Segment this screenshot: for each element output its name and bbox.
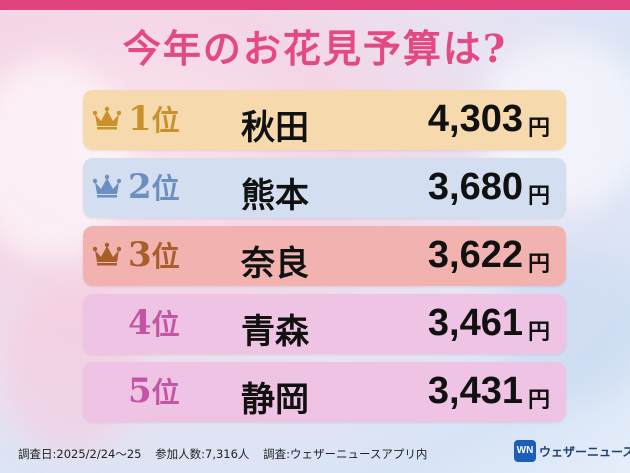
page-title: 今年のお花見予算は? xyxy=(122,26,508,71)
prefecture-name: 熊本 xyxy=(241,176,309,216)
rank-number: 5 xyxy=(128,371,152,411)
prefecture-name: 奈良 xyxy=(241,244,309,284)
crown-icon xyxy=(93,106,121,130)
ranking-row: 3位 奈良 3,622 円 xyxy=(83,226,566,286)
ranking-row: 4位 青森 3,461 円 xyxy=(83,294,566,354)
ranking-row: 2位 熊本 3,680 円 xyxy=(83,158,566,218)
rank-suffix: 位 xyxy=(151,308,180,341)
budget-amount: 3,431 xyxy=(427,370,523,412)
rank-number: 2 xyxy=(128,167,152,207)
ranking-row: 1位 秋田 4,303 円 xyxy=(83,90,566,150)
budget-amount: 4,303 xyxy=(427,98,523,140)
budget-amount: 3,461 xyxy=(427,302,523,344)
ranking-row: 5位 静岡 3,431 円 xyxy=(83,362,566,422)
rank-label: 3位 xyxy=(128,235,180,275)
rank-suffix: 位 xyxy=(151,376,180,409)
footer-note: 調査日:2025/2/24〜25 参加人数:7,316人 調査:ウェザーニュース… xyxy=(18,446,437,462)
survey-date: 調査日:2025/2/24〜25 xyxy=(18,447,142,461)
prefecture-name: 静岡 xyxy=(241,380,309,420)
rank-label: 5位 xyxy=(128,371,180,411)
top-accent-bar xyxy=(0,0,630,10)
participants: 参加人数:7,316人 xyxy=(155,447,250,461)
rank-suffix: 位 xyxy=(151,104,180,137)
yen-unit: 円 xyxy=(528,320,551,345)
rank-label: 4位 xyxy=(128,303,180,343)
rank-label: 1位 xyxy=(128,99,180,139)
yen-unit: 円 xyxy=(528,116,551,141)
prefecture-name: 青森 xyxy=(241,312,309,352)
crown-icon xyxy=(93,174,121,198)
weathernews-logo: WN ウェザーニュース xyxy=(514,438,630,464)
survey-source: 調査:ウェザーニュースアプリ内 xyxy=(263,447,428,461)
rank-label: 2位 xyxy=(128,167,180,207)
rank-number: 4 xyxy=(128,303,152,343)
yen-unit: 円 xyxy=(528,184,551,209)
logo-mark: WN xyxy=(514,440,536,462)
rank-number: 1 xyxy=(128,99,152,139)
crown-icon xyxy=(93,242,121,266)
rank-number: 3 xyxy=(128,235,152,275)
budget-amount: 3,680 xyxy=(427,166,523,208)
yen-unit: 円 xyxy=(528,252,551,277)
rank-suffix: 位 xyxy=(151,240,180,273)
budget-amount: 3,622 xyxy=(427,234,523,276)
yen-unit: 円 xyxy=(528,388,551,413)
prefecture-name: 秋田 xyxy=(241,108,309,148)
logo-text: ウェザーニュース xyxy=(539,445,630,459)
rank-suffix: 位 xyxy=(151,172,180,205)
